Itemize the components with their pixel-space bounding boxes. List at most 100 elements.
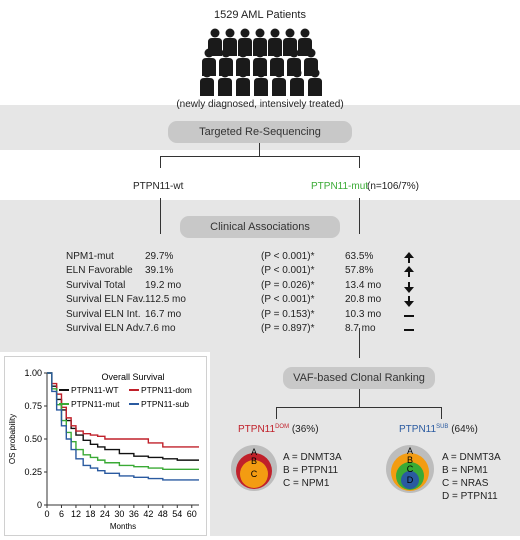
dash-icon (404, 329, 414, 331)
person-head (270, 28, 280, 38)
person-body (218, 78, 232, 96)
assoc-mut-value: 20.8 mo (345, 294, 382, 306)
assoc-mut-value: 13.4 mo (345, 279, 382, 291)
person-head (221, 48, 231, 58)
dom-letter-b: B (251, 456, 257, 466)
x-tick-label: 36 (129, 509, 139, 519)
assoc-p-value: (P < 0.001)* (261, 251, 315, 262)
assoc-p-value: (P < 0.001)* (261, 294, 315, 306)
sub-pct: (64%) (451, 424, 478, 435)
dom-letter-a: A (251, 447, 257, 457)
person-head (238, 48, 248, 58)
resequencing-step: Targeted Re-Sequencing (168, 121, 352, 143)
person-head (300, 28, 310, 38)
person-body (272, 78, 286, 96)
assoc-wt-value: 7.6 mo (145, 323, 176, 334)
dom-legend-c: C = NPM1 (283, 478, 330, 489)
connector-right (359, 156, 360, 168)
y-axis-label: OS probability (8, 414, 17, 464)
sub-label: PTPN11SUB (64%) (399, 424, 478, 435)
assoc-label: Survival ELN Fav. (66, 294, 146, 306)
person-body (236, 78, 250, 96)
assoc-label: Survival ELN Adv. (66, 323, 146, 334)
mut-vertical-line (359, 198, 360, 234)
sub-clone-circles: A B C D (386, 445, 434, 493)
dom-label-prefix: PTPN11 (238, 424, 276, 435)
person-head (289, 48, 299, 58)
dom-circle-c (240, 460, 268, 488)
y-tick-label: 0.50 (24, 434, 42, 444)
person-head (220, 68, 230, 78)
connector-left (160, 156, 161, 168)
dom-label-sup: DOM (275, 424, 290, 430)
x-tick-label: 48 (158, 509, 168, 519)
assoc-wt-value: 112.5 mo (145, 294, 186, 306)
person-body (290, 78, 304, 96)
assoc-mut-value: 63.5% (345, 251, 374, 262)
x-tick-label: 54 (172, 509, 182, 519)
legend-label: PTPN11-dom (141, 385, 192, 395)
legend-label: PTPN11-sub (141, 399, 189, 409)
person-body (254, 78, 268, 96)
person-body (308, 78, 322, 96)
person-head (292, 68, 302, 78)
x-tick-label: 24 (100, 509, 110, 519)
connector-down (259, 143, 260, 156)
x-tick-label: 18 (85, 509, 95, 519)
person-body (200, 78, 214, 96)
dom-legend-a: A = DNMT3A (283, 452, 342, 463)
assoc-wt-value: 19.2 mo (145, 279, 182, 291)
sub-label-prefix: PTPN11 (399, 424, 437, 435)
dom-legend-b: B = PTPN11 (283, 465, 339, 476)
sub-letter-a: A (407, 446, 413, 456)
person-head (240, 28, 250, 38)
person-head (202, 68, 212, 78)
arrow-down-icon (404, 296, 414, 308)
assoc-label: ELN Favorable (66, 265, 133, 277)
legend-label: PTPN11-WT (71, 385, 119, 395)
group-wt-label: PTPN11-wt (133, 181, 184, 192)
assoc-label: Survival Total (66, 279, 126, 291)
legend-label: PTPN11-mut (71, 399, 120, 409)
person-head (238, 68, 248, 78)
x-tick-label: 42 (143, 509, 153, 519)
assoc-mut-value: 8.7 mo (345, 323, 376, 334)
clonal-ranking-step: VAF-based Clonal Ranking (283, 367, 435, 389)
dom-label: PTPN11DOM (36%) (238, 424, 319, 435)
clonal-connector-horizontal (276, 407, 442, 408)
y-tick-label: 0.75 (24, 401, 42, 411)
person-head (274, 68, 284, 78)
sub-letter-d: D (407, 475, 414, 485)
assoc-p-value: (P < 0.001)* (261, 265, 315, 277)
person-head (255, 48, 265, 58)
connector-horizontal (160, 156, 360, 157)
assoc-p-value: (P = 0.897)* (261, 323, 315, 334)
person-head (285, 28, 295, 38)
x-tick-label: 30 (114, 509, 124, 519)
mut-vertical-line-lower (359, 328, 360, 358)
x-tick-label: 12 (71, 509, 81, 519)
arrow-down-icon (404, 281, 414, 293)
person-head (255, 28, 265, 38)
associations-step: Clinical Associations (180, 216, 340, 238)
wt-vertical-line (160, 198, 161, 234)
patients-title: 1529 AML Patients (214, 9, 306, 21)
dom-pct: (36%) (291, 424, 319, 435)
assoc-wt-value: 16.7 mo (145, 308, 182, 320)
x-tick-label: 6 (59, 509, 64, 519)
clonal-connector-down (359, 389, 360, 407)
y-tick-label: 1.00 (24, 368, 42, 378)
x-axis-label: Months (110, 522, 136, 531)
sub-circle-d (401, 471, 419, 489)
person-head (306, 48, 316, 58)
km-plot: 00.250.500.751.000 6 12 18 24 30 36 42 48 54 60Mon… (8, 368, 199, 531)
series-line-ptpn11-mut (47, 372, 199, 471)
arrow-up-icon (404, 266, 414, 278)
assoc-mut-value: 10.3 mo (345, 308, 382, 320)
person-head (210, 28, 220, 38)
assoc-label: Survival ELN Int. (66, 308, 141, 320)
arrow-up-icon (404, 252, 414, 263)
sub-legend-c: C = NRAS (442, 478, 489, 489)
person-head (225, 28, 235, 38)
y-tick-label: 0.25 (24, 467, 42, 477)
